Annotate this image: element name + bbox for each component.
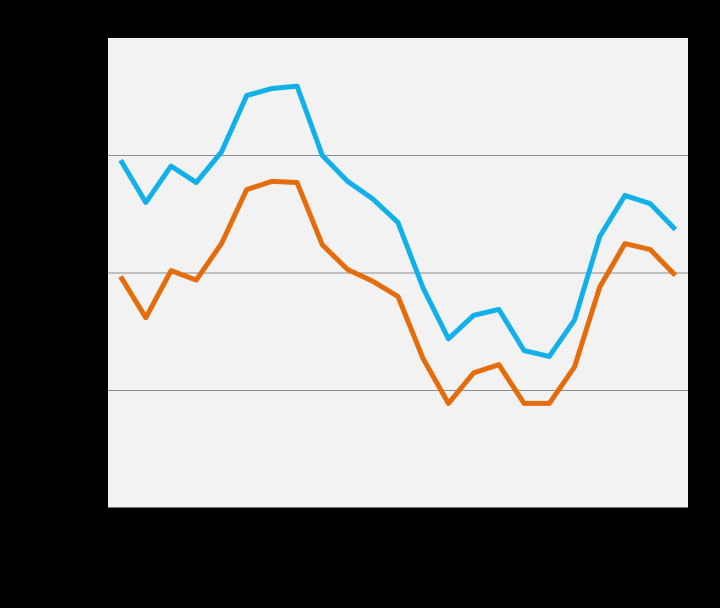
y-tick-label: 1: [87, 382, 94, 397]
y-tick-label: 2: [87, 264, 94, 279]
y-tick-label: 3: [87, 147, 94, 162]
y-tick-label: 0: [87, 499, 94, 514]
series-line: [118, 83, 678, 359]
series-line: [118, 178, 678, 406]
y-tick-label: 4: [87, 29, 94, 44]
